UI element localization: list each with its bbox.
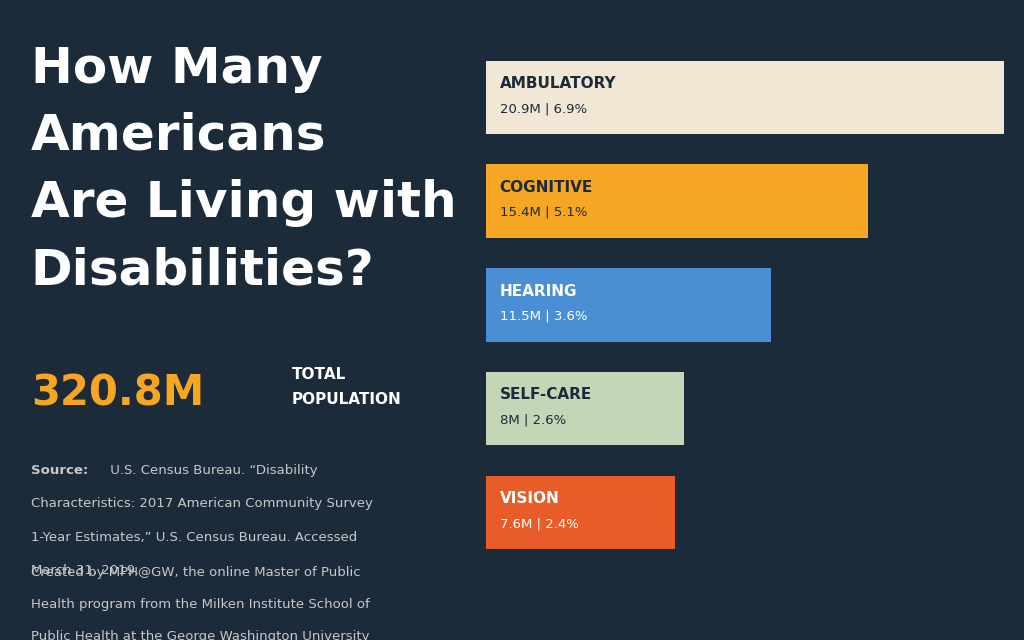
FancyBboxPatch shape [486, 164, 867, 238]
Text: U.S. Census Bureau. “Disability: U.S. Census Bureau. “Disability [106, 464, 318, 477]
Text: AMBULATORY: AMBULATORY [500, 76, 616, 92]
Text: 20.9M | 6.9%: 20.9M | 6.9% [500, 102, 587, 115]
Text: VISION: VISION [500, 491, 559, 506]
Text: 15.4M | 5.1%: 15.4M | 5.1% [500, 206, 587, 219]
Text: Public Health at the George Washington University: Public Health at the George Washington U… [31, 630, 370, 640]
Text: COGNITIVE: COGNITIVE [500, 180, 593, 195]
Text: 1-Year Estimates,” U.S. Census Bureau. Accessed: 1-Year Estimates,” U.S. Census Bureau. A… [31, 531, 357, 543]
Text: 7.6M | 2.4%: 7.6M | 2.4% [500, 517, 579, 530]
Text: HEARING: HEARING [500, 284, 578, 299]
FancyBboxPatch shape [486, 372, 684, 445]
Text: TOTAL: TOTAL [292, 367, 346, 382]
Text: 320.8M: 320.8M [31, 372, 204, 415]
Text: March 31, 2019.: March 31, 2019. [31, 564, 139, 577]
Text: 8M | 2.6%: 8M | 2.6% [500, 413, 566, 426]
Text: SELF-CARE: SELF-CARE [500, 387, 592, 403]
FancyBboxPatch shape [486, 268, 771, 342]
Text: Disabilities?: Disabilities? [31, 246, 375, 294]
FancyBboxPatch shape [486, 61, 1004, 134]
Text: 11.5M | 3.6%: 11.5M | 3.6% [500, 310, 587, 323]
FancyBboxPatch shape [486, 476, 675, 549]
Text: Characteristics: 2017 American Community Survey: Characteristics: 2017 American Community… [31, 497, 373, 510]
Text: Americans: Americans [31, 112, 327, 160]
Text: POPULATION: POPULATION [292, 392, 401, 408]
Text: Health program from the Milken Institute School of: Health program from the Milken Institute… [31, 598, 370, 611]
Text: How Many: How Many [31, 45, 323, 93]
Text: Are Living with: Are Living with [31, 179, 457, 227]
Text: Created by MPH@GW, the online Master of Public: Created by MPH@GW, the online Master of … [31, 566, 360, 579]
Text: Source:: Source: [31, 464, 88, 477]
